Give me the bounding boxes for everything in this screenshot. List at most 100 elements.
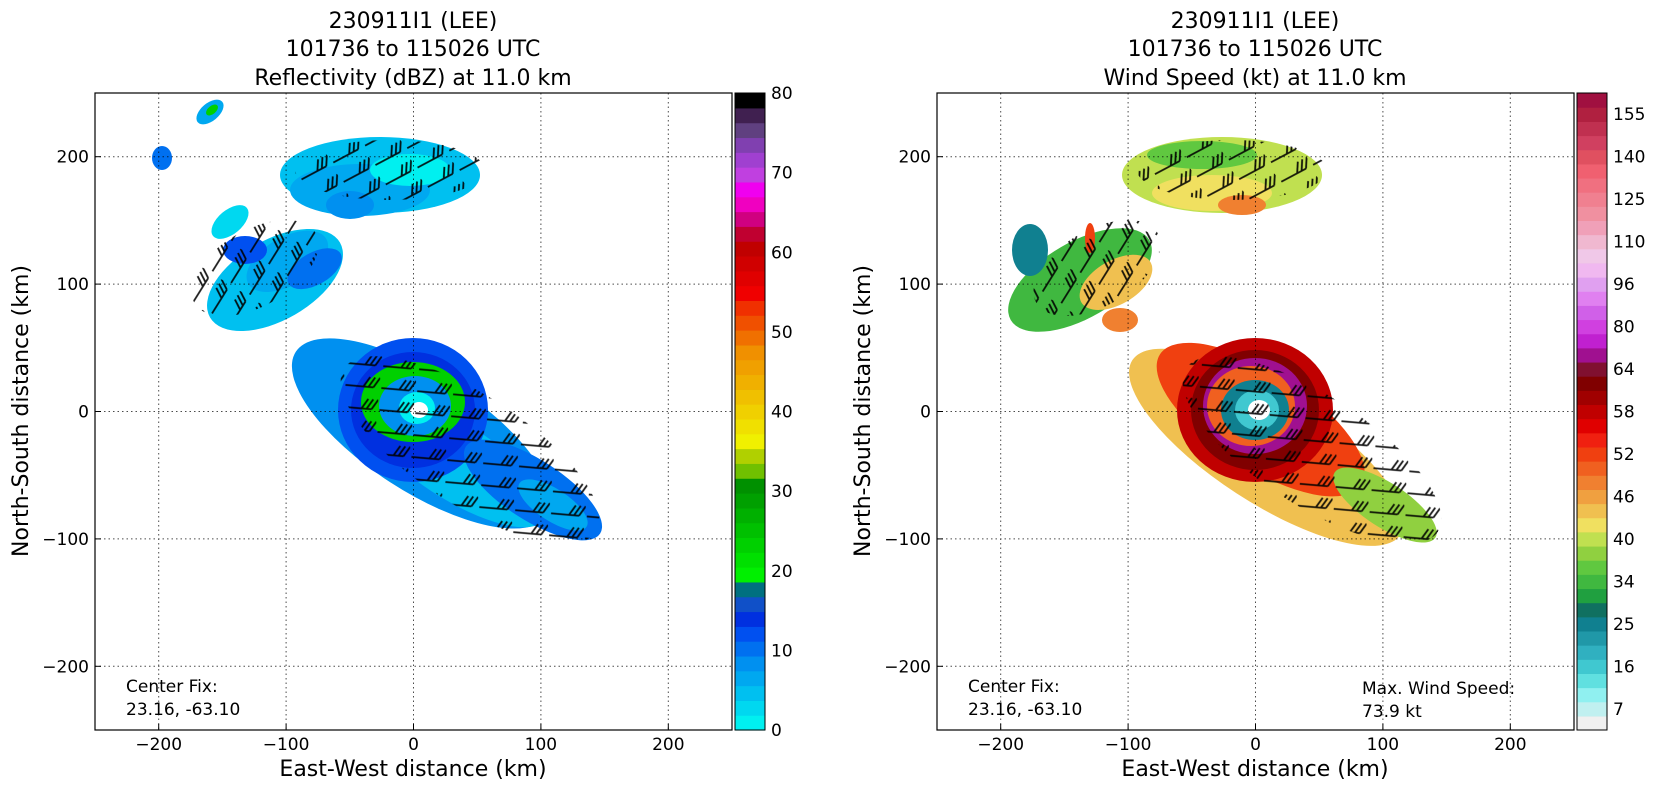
wind-ytick-label: −200 bbox=[884, 657, 931, 677]
wind-colorbar-tick: 25 bbox=[1613, 615, 1635, 635]
reflectivity-colorbar-swatch bbox=[735, 196, 765, 213]
wind-title-line-2: 101736 to 115026 UTC bbox=[1128, 37, 1383, 62]
wind-colorbar-swatch bbox=[1577, 277, 1607, 292]
reflectivity-field bbox=[152, 99, 603, 544]
wind-colorbar-swatch bbox=[1577, 673, 1607, 689]
reflectivity-colorbar-swatch bbox=[735, 522, 765, 539]
reflectivity-xtick-label: −200 bbox=[135, 735, 182, 755]
reflectivity-center-fix-value: 23.16, -63.10 bbox=[126, 700, 240, 720]
reflectivity-colorbar-swatch bbox=[735, 241, 765, 257]
wind-colorbar-swatch bbox=[1577, 588, 1607, 604]
reflectivity-colorbar-swatch bbox=[735, 211, 765, 227]
wind-colorbar-swatch bbox=[1577, 616, 1607, 632]
reflectivity-colorbar-frame bbox=[734, 92, 766, 731]
wind-xtick-label: −100 bbox=[1105, 735, 1152, 755]
wind-colorbar-swatch bbox=[1577, 446, 1607, 462]
reflectivity-colorbar-tick: 30 bbox=[771, 482, 793, 502]
wind-colorbar-swatch bbox=[1577, 333, 1607, 349]
reflectivity-colorbar-tick: 40 bbox=[771, 403, 793, 423]
reflectivity-colorbar-swatch bbox=[735, 685, 765, 701]
wind-colorbar-swatch bbox=[1577, 531, 1607, 547]
wind-ytick-label: 100 bbox=[899, 275, 931, 295]
reflectivity-colorbar-swatch bbox=[735, 418, 765, 435]
reflectivity-xtick-label: −100 bbox=[263, 735, 310, 755]
reflectivity-colorbar-swatch bbox=[735, 463, 765, 479]
reflectivity-colorbar-swatch bbox=[735, 596, 765, 613]
reflectivity-colorbar-swatch bbox=[735, 507, 765, 524]
reflectivity-colorbar-swatch bbox=[735, 567, 765, 583]
wind-colorbar-swatch bbox=[1577, 687, 1607, 703]
wind-colorbar-swatch bbox=[1577, 163, 1607, 179]
wind-speed-panel: 230911I1 (LEE) 101736 to 115026 UTC Wind… bbox=[851, 9, 1645, 782]
reflectivity-colorbar-tick: 70 bbox=[771, 164, 793, 184]
reflectivity-colorbar-swatch bbox=[735, 389, 765, 405]
reflectivity-colorbar-tick: 80 bbox=[771, 84, 793, 104]
wind-xtick-label: 200 bbox=[1494, 735, 1526, 755]
reflectivity-colorbar-swatch bbox=[735, 641, 765, 657]
reflectivity-colorbar-swatch bbox=[735, 181, 765, 198]
reflectivity-colorbar-swatch bbox=[735, 715, 765, 731]
wind-title-line-1: 230911I1 (LEE) bbox=[1171, 9, 1340, 34]
reflectivity-title-line-3: Reflectivity (dBZ) at 11.0 km bbox=[254, 66, 571, 91]
wind-title-line-3: Wind Speed (kt) at 11.0 km bbox=[1103, 66, 1406, 91]
wind-xlabel: East-West distance (km) bbox=[1121, 757, 1388, 782]
wind-colorbar-swatch bbox=[1577, 361, 1607, 377]
reflectivity-ytick-label: −200 bbox=[42, 657, 89, 677]
wind-speed-field bbox=[1008, 137, 1442, 546]
wind-colorbar-tick: 16 bbox=[1613, 657, 1635, 677]
wind-colorbar-swatch bbox=[1577, 319, 1607, 335]
wind-colorbar-swatch bbox=[1577, 121, 1607, 137]
wind-colorbar-swatch bbox=[1577, 645, 1607, 660]
wind-colorbar-swatch bbox=[1577, 574, 1607, 590]
wind-colorbar-swatch bbox=[1577, 93, 1607, 108]
reflectivity-colorbar-tick: 10 bbox=[771, 641, 793, 661]
reflectivity-colorbar-swatch bbox=[735, 478, 765, 494]
reflectivity-colorbar-swatch bbox=[735, 270, 765, 287]
wind-colorbar-swatch bbox=[1577, 305, 1607, 321]
wind-colorbar-tick: 125 bbox=[1613, 190, 1645, 210]
reflectivity-colorbar-swatch bbox=[735, 107, 765, 124]
reflectivity-title-line-1: 230911I1 (LEE) bbox=[329, 9, 498, 34]
wind-colorbar-swatch bbox=[1577, 262, 1607, 278]
wind-colorbar-swatch bbox=[1577, 517, 1607, 533]
wind-colorbar-swatch bbox=[1577, 461, 1607, 476]
reflectivity-colorbar-swatch bbox=[735, 611, 765, 627]
reflectivity-colorbar-swatch bbox=[735, 137, 765, 153]
wind-colorbar-swatch bbox=[1577, 177, 1607, 193]
reflectivity-xtick-label: 100 bbox=[525, 735, 557, 755]
wind-colorbar-swatch bbox=[1577, 376, 1607, 391]
wind-colorbar-tick: 40 bbox=[1613, 530, 1635, 550]
wind-colorbar-swatch bbox=[1577, 234, 1607, 250]
wind-colorbar-tick: 155 bbox=[1613, 105, 1645, 125]
wind-colorbar-tick: 110 bbox=[1613, 233, 1645, 253]
wind-colorbar-swatch bbox=[1577, 220, 1607, 236]
wind-colorbar-swatch bbox=[1577, 503, 1607, 519]
reflectivity-colorbar-tick: 20 bbox=[771, 562, 793, 582]
reflectivity-colorbar-swatch bbox=[735, 344, 765, 361]
reflectivity-colorbar-swatch bbox=[735, 655, 765, 672]
wind-colorbar-tick: 46 bbox=[1613, 487, 1635, 507]
wind-colorbar-tick: 34 bbox=[1613, 572, 1635, 592]
wind-colorbar-swatch bbox=[1577, 418, 1607, 434]
wind-colorbar-swatch bbox=[1577, 602, 1607, 618]
wind-colorbar-tick: 52 bbox=[1613, 445, 1635, 465]
wind-colorbar-swatch bbox=[1577, 560, 1607, 575]
reflectivity-colorbar-swatch bbox=[735, 670, 765, 687]
reflectivity-colorbar-swatch bbox=[735, 167, 765, 183]
reflectivity-ytick-label: 100 bbox=[57, 275, 89, 295]
reflectivity-title-line-2: 101736 to 115026 UTC bbox=[286, 37, 541, 62]
reflectivity-ytick-label: −100 bbox=[42, 530, 89, 550]
wind-colorbar-tick: 64 bbox=[1613, 360, 1635, 380]
reflectivity-ylabel: North-South distance (km) bbox=[9, 265, 34, 557]
wind-colorbar-tick: 7 bbox=[1613, 700, 1624, 720]
reflectivity-colorbar-swatch bbox=[735, 285, 765, 301]
reflectivity-colorbar-swatch bbox=[735, 626, 765, 642]
reflectivity-colorbar-swatch bbox=[735, 492, 765, 509]
reflectivity-colorbar-swatch bbox=[735, 122, 765, 139]
reflectivity-xtick-label: 200 bbox=[652, 735, 684, 755]
reflectivity-colorbar-tick: 60 bbox=[771, 243, 793, 263]
wind-colorbar-swatch bbox=[1577, 715, 1607, 731]
wind-colorbar-swatch bbox=[1577, 432, 1607, 448]
reflectivity-ytick-label: 0 bbox=[78, 403, 89, 423]
reflectivity-colorbar-swatch bbox=[735, 330, 765, 346]
